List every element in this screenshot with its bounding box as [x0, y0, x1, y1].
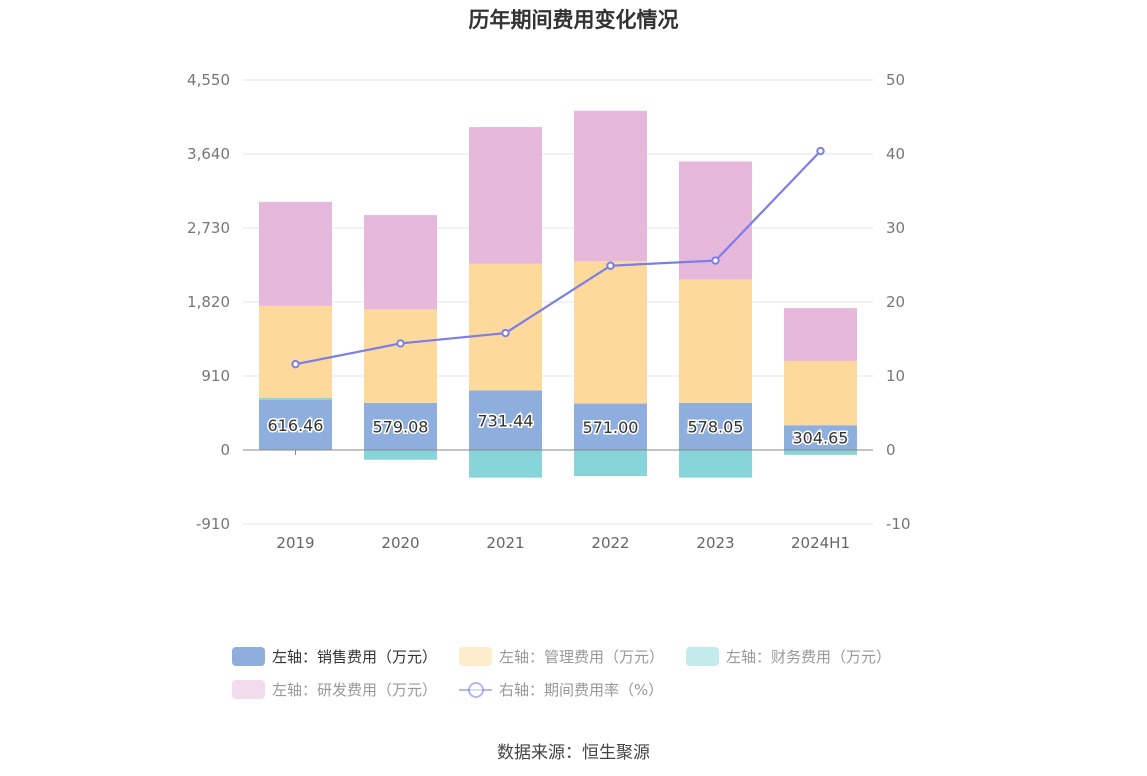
legend-swatch: [686, 647, 720, 666]
left-axis-tick-label: 910: [201, 367, 230, 385]
source-note: 数据来源：恒生聚源: [497, 743, 650, 763]
right-axis-tick-label: 10: [886, 367, 905, 385]
rate-point-2024H1: [816, 146, 825, 156]
legend-item-sales[interactable]: 左轴：销售费用（万元）: [232, 646, 437, 667]
x-axis-tick-label: 2019: [276, 534, 314, 552]
sales-data-label: 616.46: [268, 416, 324, 435]
bar-rd-2020: [364, 215, 437, 310]
left-axis-tick-label: -910: [196, 515, 230, 533]
sales-data-label: 304.65: [793, 429, 849, 448]
rate-point-2023: [711, 256, 720, 265]
bar-admin-2024H1: [784, 360, 857, 426]
x-axis-tick-label: 2022: [591, 534, 629, 552]
legend-label: 左轴：财务费用（万元）: [726, 648, 892, 666]
bar-finance-2021: [469, 450, 542, 478]
x-axis-tick-label: 2020: [381, 534, 419, 552]
left-axis-tick-label: 3,640: [187, 145, 230, 163]
rate-point-2019: [291, 359, 300, 369]
legend-line-marker: [459, 680, 493, 699]
x-axis-tick-label: 2021: [486, 534, 524, 552]
legend-swatch: [232, 680, 265, 699]
bar-sales-2020: [364, 402, 437, 450]
bar-series: [259, 110, 857, 478]
left-axis-tick-label: 2,730: [187, 219, 230, 237]
bar-admin-2020: [364, 309, 437, 403]
sales-data-label: 731.44: [478, 411, 534, 430]
bar-admin-2019: [259, 305, 332, 398]
legend-item-finance[interactable]: 左轴：财务费用（万元）: [686, 646, 891, 667]
bar-admin-2023: [679, 279, 752, 403]
bar-admin-2022: [574, 261, 647, 404]
sales-data-label: 579.08: [373, 417, 429, 436]
axes: -910 -10 0 0 910 10 1,820 20 2,730 30 3,640 40 4,550…: [187, 71, 910, 552]
bar-rd-2022: [574, 110, 647, 262]
sales-data-label: 578.05: [688, 417, 744, 436]
rate-line-series: [291, 146, 825, 369]
bar-rd-2024H1: [784, 308, 857, 361]
x-axis-tick-label: 2024H1: [791, 534, 850, 552]
legend-item-admin[interactable]: 左轴：管理费用（万元）: [459, 646, 664, 667]
legend-swatch: [459, 647, 493, 666]
bar-sales-2019: [259, 399, 332, 450]
rate-point-2021: [501, 328, 510, 338]
left-axis-tick-label: 0: [220, 441, 230, 459]
rate-point-2020: [396, 339, 405, 348]
legend-item-rd[interactable]: 左轴：研发费用（万元）: [232, 679, 437, 700]
bar-finance-2023: [679, 450, 752, 478]
right-axis-tick-label: 40: [886, 145, 905, 163]
right-axis-tick-label: 20: [886, 293, 905, 311]
legend-label: 左轴：销售费用（万元）: [272, 648, 438, 666]
left-axis-tick-label: 4,550: [187, 71, 230, 89]
right-axis-tick-label: 0: [886, 441, 896, 459]
bar-sales-2024H1: [784, 425, 857, 450]
legend-label: 左轴：管理费用（万元）: [499, 648, 665, 666]
bar-rd-2019: [259, 201, 332, 306]
legend-label: 左轴：研发费用（万元）: [272, 681, 438, 699]
left-axis-tick-label: 1,820: [187, 293, 230, 311]
rate-point-2022: [606, 261, 615, 270]
x-axis-tick-label: 2023: [696, 534, 734, 552]
data-labels: 616.46 579.08 731.44 571.00 578.05 304.65: [266, 410, 850, 449]
bar-admin-2021: [469, 263, 542, 391]
bar-sales-2022: [574, 403, 647, 450]
grid-lines: [243, 79, 873, 525]
legend-label: 右轴：期间费用率（%）: [499, 681, 664, 699]
right-axis-tick-label: -10: [886, 515, 911, 533]
bar-finance-2019: [259, 397, 332, 400]
bar-finance-2022: [574, 450, 647, 477]
sales-data-label: 571.00: [583, 418, 639, 437]
bar-sales-2021: [469, 390, 542, 450]
rate-line: [295, 150, 822, 366]
bar-finance-2024H1: [784, 450, 857, 455]
chart-title: 历年期间费用变化情况: [468, 8, 679, 32]
legend: 左轴：销售费用（万元） 左轴：管理费用（万元） 左轴：财务费用（万元） 左轴：研发费…: [232, 640, 932, 706]
bar-rd-2021: [469, 127, 542, 264]
right-axis-tick-label: 50: [886, 71, 905, 89]
bar-sales-2023: [679, 402, 752, 450]
bar-finance-2020: [364, 450, 437, 460]
legend-row: 左轴：研发费用（万元） 右轴：期间费用率（%）: [232, 673, 932, 706]
legend-item-rate[interactable]: 右轴：期间费用率（%）: [459, 679, 663, 700]
right-axis-tick-label: 30: [886, 219, 905, 237]
legend-swatch: [232, 647, 265, 666]
legend-row: 左轴：销售费用（万元） 左轴：管理费用（万元） 左轴：财务费用（万元）: [232, 640, 932, 673]
